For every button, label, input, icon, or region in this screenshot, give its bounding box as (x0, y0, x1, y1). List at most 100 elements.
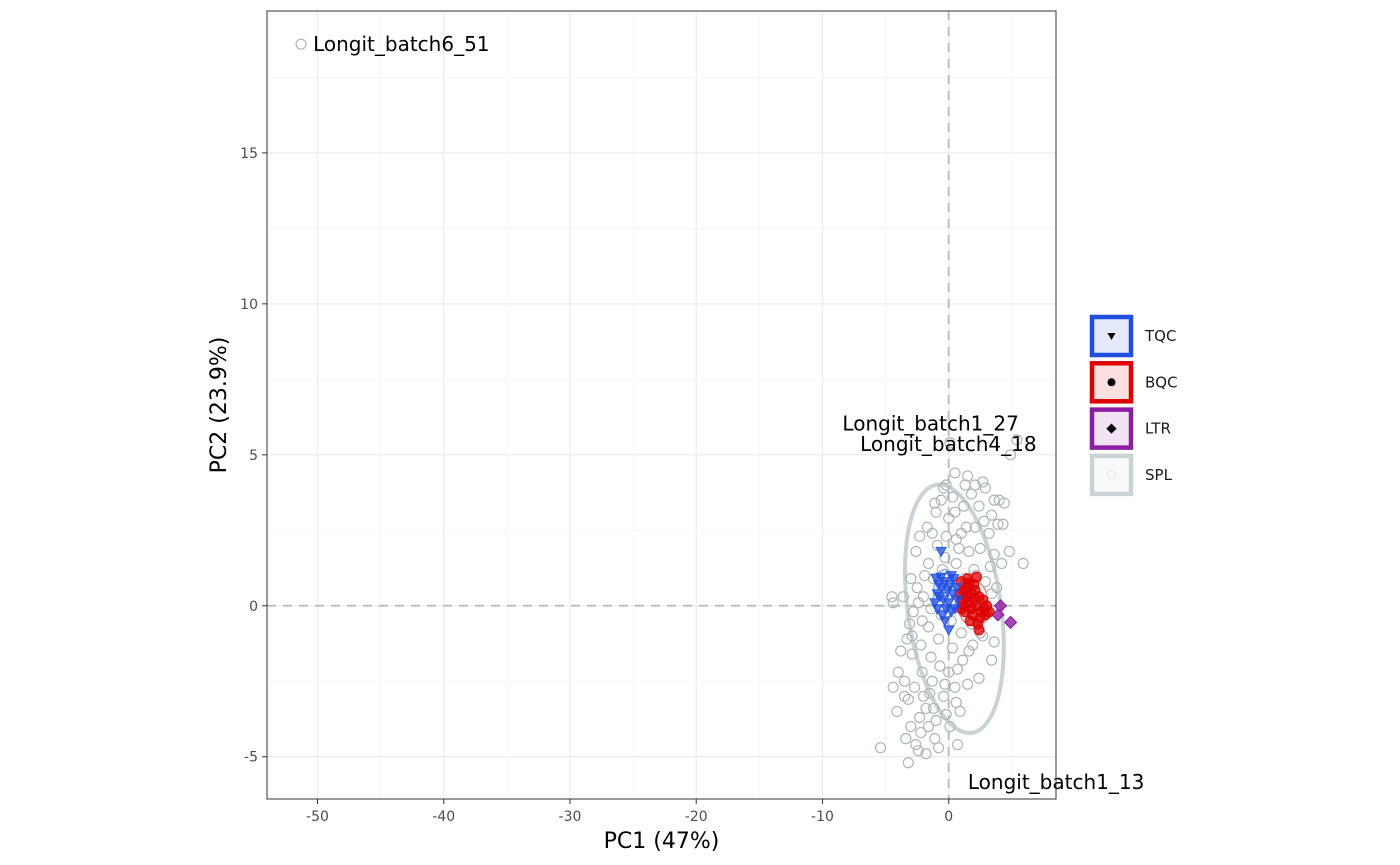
data-point-spl (925, 651, 937, 663)
data-point-tqc (939, 616, 951, 627)
data-point-spl (1004, 449, 1017, 461)
plot-border (266, 10, 1057, 800)
data-point-spl (921, 521, 933, 533)
data-point-spl (897, 591, 909, 603)
data-point-ltr (1003, 615, 1018, 630)
data-point-tqc (942, 598, 955, 609)
data-point-spl (998, 497, 1010, 509)
x-tick-label: -20 (685, 809, 708, 825)
legend-label: LTR (1145, 420, 1171, 438)
data-point-spl (944, 720, 956, 733)
legend-item-bqc: BQC (1089, 361, 1178, 404)
legend-label: SPL (1145, 466, 1173, 484)
data-point-spl (988, 636, 1000, 648)
data-point-spl (295, 38, 307, 50)
legend-label: TQC (1144, 327, 1176, 345)
data-point-spl (986, 509, 998, 521)
data-point-spl (903, 618, 916, 630)
data-point-spl (991, 582, 1003, 594)
legend-item-tqc: TQC (1089, 314, 1176, 358)
data-points (295, 38, 1029, 769)
data-point-spl (910, 739, 922, 751)
data-point-spl (996, 557, 1008, 570)
data-point-spl (967, 639, 979, 651)
data-point-spl (915, 726, 927, 739)
data-point-spl (950, 533, 962, 545)
data-point-spl (988, 494, 1000, 506)
y-tick-label: 15 (240, 146, 258, 162)
y-tick-label: -5 (244, 750, 258, 766)
data-point-spl (940, 479, 952, 491)
y-tick-label: 0 (249, 599, 258, 615)
y-axis-ticks: -5 0 5 10 15 (240, 146, 267, 766)
data-point-spl (960, 521, 972, 533)
series-ltr (991, 599, 1018, 630)
data-point-tqc (946, 589, 959, 600)
legend-key-box (1089, 453, 1134, 497)
x-tick-label: -40 (432, 809, 455, 825)
data-point-spl (900, 733, 912, 745)
data-point-tqc (935, 546, 947, 558)
data-point-tqc (942, 625, 955, 636)
series-bqc (954, 571, 995, 636)
series-tqc (928, 546, 964, 636)
data-point-bqc (983, 606, 995, 618)
data-point-spl (922, 557, 935, 570)
data-point-spl (898, 690, 911, 702)
data-point-spl (914, 530, 926, 542)
data-point-tqc (931, 589, 944, 600)
data-point-tqc (949, 604, 961, 615)
data-point-tqc (936, 610, 949, 621)
data-point-spl (940, 708, 952, 721)
data-point-spl (978, 515, 990, 527)
data-point-bqc (965, 603, 977, 615)
data-point-spl (944, 437, 956, 449)
data-point-spl (907, 606, 919, 618)
point-annotation: Longit_batch6_51 (313, 32, 489, 56)
x-tick-label: -30 (559, 809, 582, 825)
data-point-spl (912, 745, 924, 757)
data-point-spl (963, 545, 975, 558)
data-point-tqc (950, 583, 963, 594)
data-point-tqc (951, 595, 964, 606)
x-tick-label: -50 (306, 809, 329, 825)
data-point-bqc (968, 594, 980, 606)
data-point-spl (974, 542, 986, 555)
data-point-spl (917, 690, 930, 702)
legend-item-spl: SPL (1089, 453, 1173, 497)
point-annotation: Longit_batch1_27 (842, 412, 1018, 436)
data-point-spl (922, 720, 935, 733)
data-point-tqc (945, 571, 958, 582)
data-point-spl (874, 742, 887, 754)
data-point-spl (898, 675, 911, 687)
legend-label: BQC (1145, 373, 1178, 391)
data-point-spl (922, 621, 935, 633)
data-point-spl (914, 711, 926, 724)
x-tick-label: -10 (811, 809, 834, 825)
data-point-spl (905, 720, 917, 733)
y-tick-label: 5 (249, 448, 258, 464)
data-point-spl (973, 500, 985, 512)
data-point-spl (979, 482, 991, 494)
data-point-spl (939, 678, 951, 690)
data-point-bqc (963, 577, 975, 589)
y-axis-title: PC2 (23.9%) (207, 337, 232, 474)
data-point-spl (949, 467, 961, 479)
data-point-spl (920, 702, 932, 715)
data-point-spl (916, 615, 928, 627)
data-point-spl (988, 548, 1000, 561)
data-point-spl (912, 597, 924, 609)
data-point-spl (911, 582, 923, 594)
data-point-tqc (935, 572, 947, 584)
data-point-spl (895, 645, 907, 657)
data-point-spl (983, 527, 995, 539)
data-point-spl (906, 648, 918, 660)
data-point-spl (962, 470, 974, 482)
data-point-spl (909, 681, 921, 693)
data-point-spl (963, 645, 975, 657)
data-point-spl (969, 521, 981, 533)
data-point-spl (950, 557, 962, 570)
data-point-spl (943, 512, 955, 524)
data-point-spl (892, 666, 904, 678)
